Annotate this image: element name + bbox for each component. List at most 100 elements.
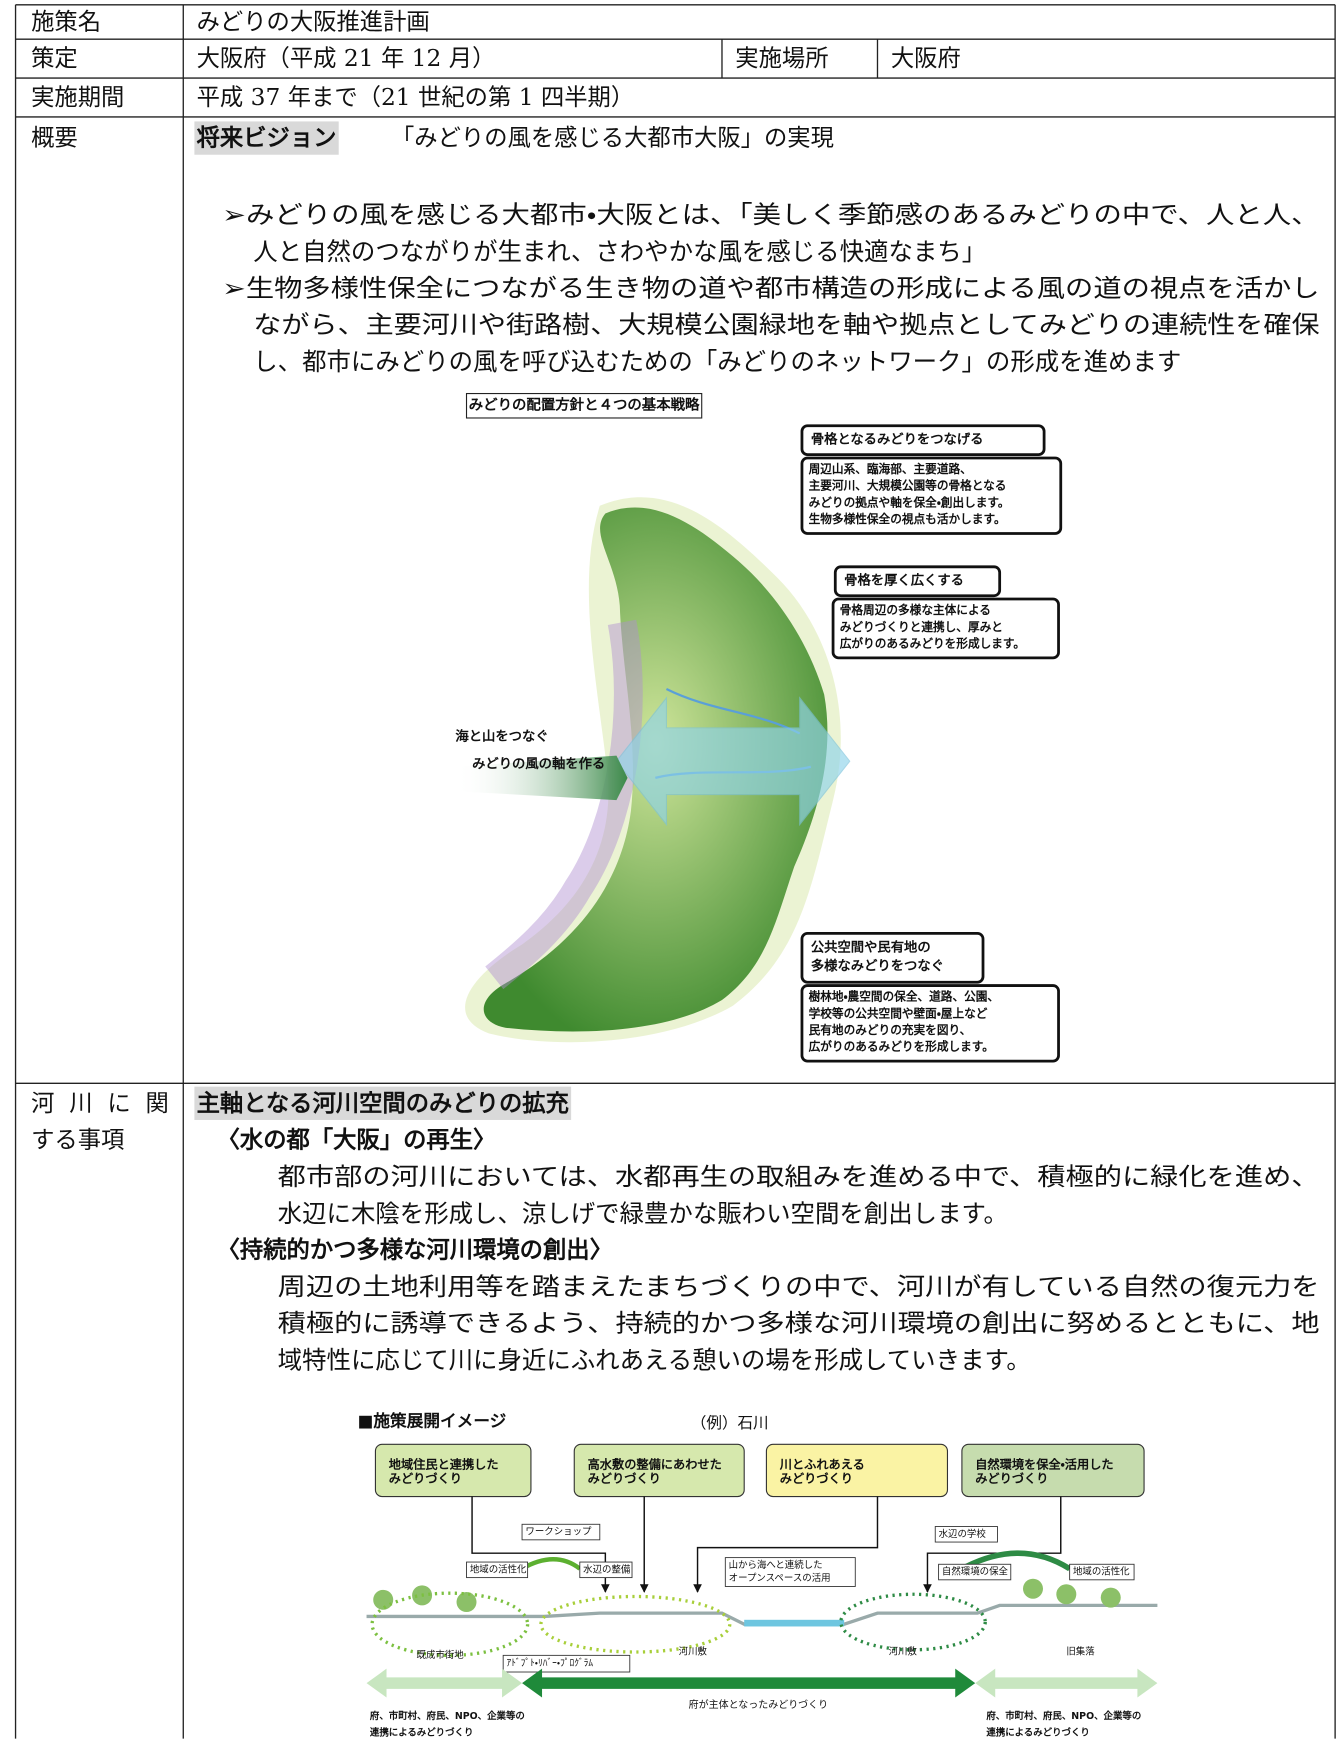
span-label: 連携によるみどりづくり [986,1727,1090,1739]
small-label-box [466,1561,529,1579]
small-label-box [502,1654,631,1673]
wind-arrow [615,696,851,827]
small-label: オープンスペースの活用 [729,1572,831,1584]
callout-line: 骨格周辺の多様な主体による [840,603,991,617]
span-label: 府、市町村、府民、NPO、企業等の [370,1710,525,1722]
small-label-box [1069,1563,1135,1581]
row-label: 施策名 [31,9,101,36]
callout-line: 広がりのあるみどりを形成します。 [809,1040,994,1054]
callout-title-box [833,565,1002,598]
small-label-box [521,1523,601,1541]
strategy-label: 地域住民と連携した [389,1456,499,1471]
figure-title: ■施策展開イメージ [358,1410,507,1430]
small-label: 旧集落 [1066,1646,1095,1658]
strategy-label: 自然環境を保全・活用した [975,1456,1113,1471]
row-value: みどりの大阪推進計画 [197,9,430,36]
activity-arrow [520,1557,582,1571]
activity-arrow [965,1550,1072,1572]
small-label: ｱﾄﾞﾌﾟﾄ・ﾘﾊﾞｰ・ﾌﾟﾛｸﾞﾗﾑ [506,1658,593,1669]
tree [373,1589,394,1610]
span-label: 連携によるみどりづくり [370,1727,474,1739]
section-line: 水辺に木陰を形成し、涼しげで緑豊かな賑わい空間を創出します。 [278,1199,1008,1228]
callout-line: みどりの拠点や軸を保全・創出します。 [809,495,1010,509]
small-label: 地域の活性化 [1073,1566,1130,1578]
callout-line: 主要河川、大規模公園等の骨格となる [809,479,1007,493]
small-label: 自然環境の保全 [942,1566,1009,1578]
heading: 将来ビジョン [197,125,337,152]
zone [370,1591,530,1658]
small-label-box [724,1557,856,1587]
section-line: 積極的に誘導できるよう、持続的かつ多様な河川環境の創出に努めるとともに、地 [278,1309,1320,1338]
tree [456,1592,477,1613]
row-value: 大阪府（平成 21 年 12 月） [197,45,496,72]
bullet-line: 人と自然のつながりが生まれ、さわやかな風を感じる快適なまち」 [253,237,986,266]
heading-text: 「みどりの風を感じる大都市大阪」の実現 [391,125,834,152]
callout-body-box [800,984,1060,1063]
row-label: 実施場所 [735,45,828,72]
callout-line: 広がりのあるみどりを形成します。 [840,636,1025,650]
callout-title: 骨格となるみどりをつなげる [811,431,984,448]
callout-line: 樹林地・農空間の保全、道路、公園、 [809,990,999,1004]
strategy-box [961,1443,1145,1498]
callout-line: 民有地のみどりの充実を図り、 [809,1023,972,1037]
callout-title: 骨格を厚く広くする [844,572,964,589]
zone [839,1592,987,1652]
strategy-box [765,1443,949,1498]
small-label: 地域の活性化 [470,1563,527,1575]
river-water [744,1619,845,1627]
arrow-label: みどりの風の軸を作る [472,755,605,772]
small-label: 既成市街地 [417,1649,465,1661]
small-label: 河川敷 [679,1646,708,1658]
callout-line: みどりづくりと連携し、厚みと [840,620,1003,634]
small-label: 水辺の整備 [583,1563,631,1575]
strategy-box [573,1443,745,1498]
bullet-line: し、都市にみどりの風を呼び込むための「みどりのネットワーク」の形成を進めます [253,347,1181,376]
map-coast [485,619,643,990]
small-label-box [579,1561,633,1579]
strategy-label: みどりづくり [389,1471,462,1486]
strategy-label: みどりづくり [588,1471,661,1486]
small-label: 山から海へと連続した [729,1559,823,1571]
callout-title: 多様なみどりをつなぐ [811,957,944,974]
callout-line: 生物多様性保全の視点も活かします。 [809,512,1006,526]
row-label: 概要 [31,125,78,152]
callout-title: 公共空間や民有地の [811,938,931,955]
row-label: する事項 [31,1126,124,1153]
callout-line: 周辺山系、臨海部、主要道路、 [809,462,972,476]
bullet-line: ➢みどりの風を感じる大都市・大阪とは、「美しく季節感のあるみどりの中で、人と人、 [222,200,1319,229]
span-label: 府、市町村、府民、NPO、企業等の [986,1710,1141,1722]
section-title: 〈水の都「大阪」の再生〉 [217,1125,497,1153]
tree [1022,1578,1043,1599]
row-value: 大阪府 [891,45,961,72]
small-label-box [938,1563,1012,1581]
strategy-label: みどりづくり [975,1471,1048,1486]
row-label: 実施期間 [31,84,124,111]
row-label: 策定 [31,45,78,72]
row-label: 河 川 に 関 [31,1090,169,1117]
strategy-label: 川とふれあえる [779,1457,865,1471]
tree [1100,1587,1121,1608]
arrow-label: 海と山をつなぐ [455,727,548,744]
bullet-line: ながら、主要河川や街路樹、大規模公園緑地を軸や拠点としてみどりの連続性を確保 [253,310,1319,339]
heading-highlight [194,121,339,155]
callout-body-box [831,597,1060,660]
callout-line: 学校等の公共空間や壁面・屋上など [809,1006,988,1020]
callout-title-box [800,424,1046,457]
connector [923,1496,1062,1593]
small-label: 河川敷 [889,1646,918,1658]
small-label: 水辺の学校 [939,1528,987,1540]
strategy-box [374,1443,532,1498]
section-line: 都市部の河川においては、水都再生の取組みを進める中で、積極的に緑化を進め、 [278,1162,1320,1191]
bullet-line: ➢生物多様性保全につながる生き物の道や都市構造の形成による風の道の視点を活かし [222,274,1319,303]
strategy-label: 高水敷の整備にあわせた [588,1456,722,1471]
figure-title-frame [465,392,703,419]
section-line: 域特性に応じて川に身近にふれあえる憩いの場を形成していきます。 [278,1345,1031,1374]
span-arrow [522,1668,976,1698]
section-title: 〈持続的かつ多様な河川環境の創出〉 [217,1235,613,1263]
callout-title-box [800,931,985,984]
row-value: 平成 37 年まで（21 世紀の第 1 四半期） [197,84,635,111]
span-arrow [366,1668,523,1698]
section-line: 周辺の土地利用等を踏まえたまちづくりの中で、河川が有している自然の復元力を [278,1272,1320,1301]
sea-arrow [455,755,628,801]
